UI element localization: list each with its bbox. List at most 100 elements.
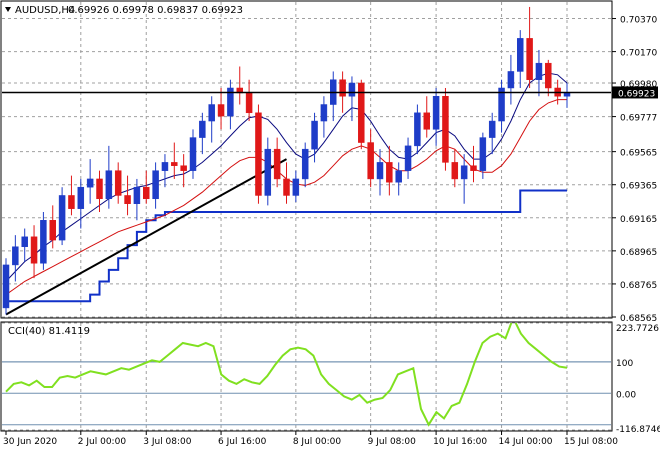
price-tick-label: 0.69165: [620, 215, 657, 225]
candle: [208, 96, 215, 143]
time-tick-label: 10 Jul 16:00: [433, 437, 487, 447]
candle: [21, 228, 28, 262]
price-tick-label: 0.69365: [620, 182, 657, 192]
candle-body: [517, 38, 524, 72]
ohlc-values: 0.69926 0.69978 0.69837 0.69923: [68, 5, 243, 16]
candle-body: [245, 92, 253, 114]
cci-line: [5, 323, 568, 427]
candle: [311, 112, 318, 163]
candle-body: [40, 220, 47, 264]
candle: [517, 30, 524, 88]
price-tick-label: 0.69777: [620, 114, 657, 124]
candle: [526, 6, 533, 88]
candle-body: [432, 96, 440, 130]
candle: [114, 162, 122, 204]
candle: [77, 178, 85, 229]
candle: [442, 87, 449, 171]
candle-body: [2, 264, 10, 309]
candle-body: [189, 137, 197, 171]
horizontal-level: 0.69923: [2, 86, 658, 99]
candle: [273, 137, 281, 188]
candle-body: [348, 82, 356, 97]
candle-body: [358, 82, 365, 143]
candle-body: [395, 170, 402, 183]
candle: [358, 79, 365, 150]
candle-body: [171, 162, 178, 166]
candle-body: [12, 246, 19, 266]
price-tick-label: 0.70170: [620, 49, 657, 59]
candle-body: [563, 92, 571, 97]
candle: [414, 104, 421, 155]
candle: [264, 137, 272, 206]
candle-body: [77, 186, 85, 209]
candle: [143, 170, 150, 204]
cci-grid: [2, 322, 611, 431]
candle: [432, 87, 440, 146]
candle: [301, 142, 309, 188]
candle-body: [292, 178, 300, 196]
candle-body: [208, 104, 215, 122]
candle: [124, 175, 131, 216]
candle: [105, 145, 113, 209]
candle-body: [161, 162, 169, 171]
candle-body: [498, 87, 505, 122]
price-tick-label: 0.68765: [620, 281, 657, 291]
support-step-line: [6, 189, 567, 303]
price-tick-label: 0.68565: [620, 314, 657, 324]
cci-tick-label: 100: [616, 359, 633, 369]
price-tick-label: 0.69980: [620, 80, 657, 90]
candle-body: [114, 170, 122, 196]
current-price-tag: [612, 86, 658, 99]
candle: [68, 175, 75, 216]
candle: [152, 162, 159, 209]
candle-body: [68, 195, 75, 209]
candle: [367, 129, 374, 188]
candle-body: [442, 96, 449, 163]
candle: [180, 154, 187, 188]
candle: [470, 145, 477, 183]
candle: [488, 112, 496, 155]
cci-line-layer: [5, 323, 568, 427]
candle-body: [30, 236, 38, 264]
candle-body: [124, 195, 131, 204]
candle: [133, 178, 141, 221]
candle: [30, 225, 38, 279]
candle-body: [58, 195, 66, 241]
candle: [217, 87, 225, 130]
candle-body: [545, 62, 552, 89]
cci-tick-label: 0.00: [616, 390, 636, 400]
time-tick-label: 30 Jun 2020: [3, 437, 57, 447]
candle-body: [535, 62, 543, 80]
cci-tick-label: 223.7726: [616, 324, 659, 334]
candle-body: [133, 186, 141, 204]
candle-body: [460, 165, 468, 180]
candle: [189, 129, 197, 179]
candle-body: [273, 148, 281, 180]
candle: [2, 258, 10, 315]
time-tick-label: 3 Jul 08:00: [143, 437, 192, 447]
candle: [171, 142, 178, 179]
candle: [545, 59, 552, 97]
candle: [96, 170, 103, 212]
candle: [292, 170, 300, 203]
cci-panel: [0, 321, 613, 432]
candle-body: [339, 79, 346, 97]
candle-body: [526, 38, 533, 80]
cci-tick-label: -116.8746: [616, 425, 660, 435]
candle: [376, 149, 384, 196]
candle: [283, 162, 290, 204]
cci-label: CCI(40) 81.4119: [8, 326, 90, 337]
candle: [320, 96, 328, 138]
candle: [161, 154, 169, 188]
candle-body: [96, 178, 103, 200]
trendline: [5, 158, 287, 316]
candle-body: [479, 137, 487, 171]
price-tick-label: 0.69565: [620, 149, 657, 159]
candle-body: [367, 142, 374, 180]
candle-body: [320, 104, 328, 122]
price-tick-label: 0.70370: [620, 16, 657, 26]
time-tick-label: 2 Jul 00:00: [78, 437, 127, 447]
dropdown-triangle-icon[interactable]: [5, 7, 11, 12]
candle: [423, 96, 430, 138]
